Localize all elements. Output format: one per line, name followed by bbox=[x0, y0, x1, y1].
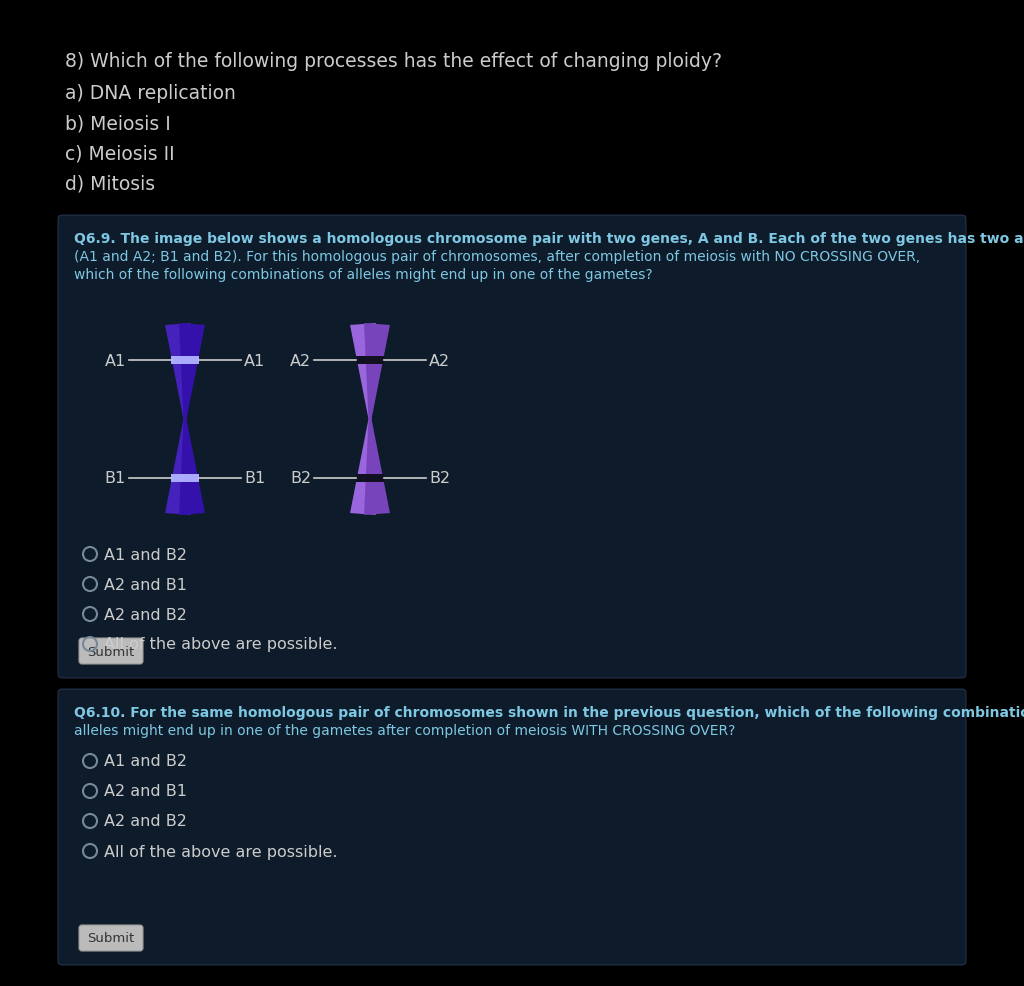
FancyBboxPatch shape bbox=[179, 474, 199, 482]
Text: c) Meiosis II: c) Meiosis II bbox=[65, 144, 175, 163]
Text: (A1 and A2; B1 and B2). For this homologous pair of chromosomes, after completio: (A1 and A2; B1 and B2). For this homolog… bbox=[74, 249, 921, 263]
Text: B1: B1 bbox=[244, 471, 265, 486]
FancyBboxPatch shape bbox=[171, 357, 190, 365]
Text: B2: B2 bbox=[290, 471, 311, 486]
FancyBboxPatch shape bbox=[79, 638, 143, 665]
FancyBboxPatch shape bbox=[171, 474, 190, 482]
FancyBboxPatch shape bbox=[79, 925, 143, 951]
PathPatch shape bbox=[350, 419, 376, 516]
Text: A1 and B2: A1 and B2 bbox=[104, 753, 187, 769]
PathPatch shape bbox=[365, 419, 390, 516]
Text: A1: A1 bbox=[104, 353, 126, 368]
Text: A1: A1 bbox=[244, 353, 265, 368]
PathPatch shape bbox=[179, 323, 205, 420]
FancyBboxPatch shape bbox=[179, 357, 199, 365]
FancyBboxPatch shape bbox=[356, 357, 375, 365]
Text: Submit: Submit bbox=[87, 645, 134, 658]
PathPatch shape bbox=[165, 419, 190, 516]
Text: Q6.10. For the same homologous pair of chromosomes shown in the previous questio: Q6.10. For the same homologous pair of c… bbox=[74, 705, 1024, 719]
FancyBboxPatch shape bbox=[58, 689, 966, 965]
FancyBboxPatch shape bbox=[58, 216, 966, 678]
Text: A2 and B1: A2 and B1 bbox=[104, 577, 187, 592]
PathPatch shape bbox=[179, 419, 205, 516]
Text: d) Mitosis: d) Mitosis bbox=[65, 174, 155, 193]
PathPatch shape bbox=[350, 323, 376, 420]
FancyBboxPatch shape bbox=[365, 357, 384, 365]
Text: A2: A2 bbox=[290, 353, 311, 368]
Text: A2: A2 bbox=[429, 353, 451, 368]
Text: B1: B1 bbox=[104, 471, 126, 486]
Text: Q6.9. The image below shows a homologous chromosome pair with two genes, A and B: Q6.9. The image below shows a homologous… bbox=[74, 232, 1024, 246]
Text: 8) Which of the following processes has the effect of changing ploidy?: 8) Which of the following processes has … bbox=[65, 52, 722, 71]
Text: b) Meiosis I: b) Meiosis I bbox=[65, 114, 171, 133]
Text: which of the following combinations of alleles might end up in one of the gamete: which of the following combinations of a… bbox=[74, 268, 652, 282]
Text: A2 and B2: A2 and B2 bbox=[104, 813, 186, 828]
Text: All of the above are possible.: All of the above are possible. bbox=[104, 844, 338, 859]
FancyBboxPatch shape bbox=[356, 474, 375, 482]
PathPatch shape bbox=[165, 323, 190, 420]
Text: a) DNA replication: a) DNA replication bbox=[65, 84, 236, 103]
Text: Submit: Submit bbox=[87, 932, 134, 945]
Text: A1 and B2: A1 and B2 bbox=[104, 547, 187, 562]
Text: B2: B2 bbox=[429, 471, 451, 486]
Text: A2 and B2: A2 and B2 bbox=[104, 607, 186, 622]
PathPatch shape bbox=[365, 323, 390, 420]
Text: A2 and B1: A2 and B1 bbox=[104, 784, 187, 799]
FancyBboxPatch shape bbox=[365, 474, 384, 482]
Text: alleles might end up in one of the gametes after completion of meiosis WITH CROS: alleles might end up in one of the gamet… bbox=[74, 724, 735, 738]
Text: All of the above are possible.: All of the above are possible. bbox=[104, 637, 338, 652]
